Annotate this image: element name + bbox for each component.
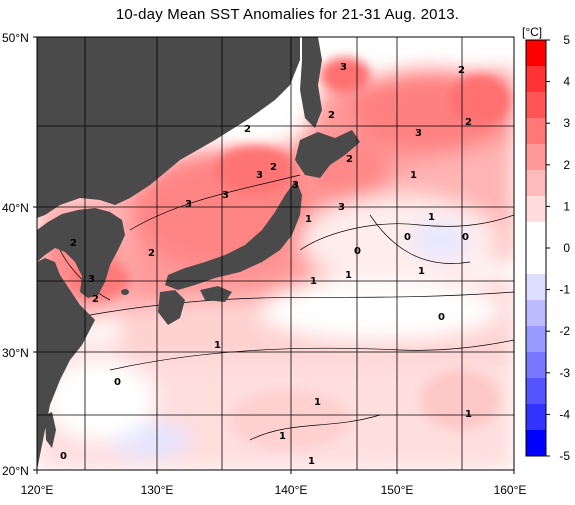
grid-lines	[37, 37, 514, 470]
lat-label-50n: 50°N	[2, 31, 29, 45]
lat-label-20n: 20°N	[2, 464, 29, 478]
colorbar-cell	[526, 170, 546, 197]
contour-label: 1	[428, 212, 435, 223]
contour-label: 3	[292, 180, 299, 191]
contour-label: 3	[415, 128, 422, 139]
contour-label: 1	[314, 397, 321, 408]
contour-label: 1	[279, 431, 286, 442]
contour-label: 2	[148, 248, 155, 259]
contour-label: 2	[70, 238, 77, 249]
asia-mainland	[37, 37, 300, 218]
colorbar-cell	[526, 66, 546, 93]
contour-label: 0	[354, 246, 361, 257]
lat-label-30n: 30°N	[2, 346, 29, 360]
colorbar-cell	[526, 326, 546, 353]
contour-label: 0	[438, 312, 445, 323]
colorbar-label: 5	[563, 33, 570, 47]
contour-label: 2	[465, 117, 472, 128]
contour-label: 3	[338, 202, 345, 213]
land-areas	[37, 37, 360, 470]
colorbar-label: -5	[559, 449, 570, 463]
contour-label: 0	[462, 232, 469, 243]
colorbar-label: 1	[563, 199, 570, 213]
tick-marks	[33, 36, 515, 474]
map-frame	[36, 36, 515, 471]
colorbar-label: 3	[563, 116, 570, 130]
contour-labels: 3 2 2 2 3 2 3 3 2 1 2 3 3 2 3 2 1 1 0 0 …	[60, 62, 472, 467]
small-island	[184, 125, 192, 131]
contour-label: 1	[410, 170, 417, 181]
contour-label: 0	[60, 451, 67, 462]
colorbar-cell	[526, 248, 546, 275]
contour-label: 3	[256, 170, 263, 181]
colorbar-label: 4	[563, 75, 570, 89]
shikoku	[200, 286, 232, 302]
contour-label: 2	[244, 124, 251, 135]
colorbar-cell	[526, 92, 546, 119]
colorbar-cell	[526, 404, 546, 431]
contour-label: 1	[308, 456, 315, 467]
lon-label-160e: 160°E	[494, 483, 527, 497]
colorbar-label: -1	[559, 283, 570, 297]
colorbar-cell	[526, 40, 546, 67]
contour-label: 2	[346, 154, 353, 165]
contour-label: 1	[214, 340, 221, 351]
contour-label: 3	[340, 62, 347, 73]
china-coast	[37, 258, 95, 470]
colorbar-cell	[526, 430, 546, 457]
colorbar-cell	[526, 300, 546, 327]
chart-title: 10-day Mean SST Anomalies for 21-31 Aug.…	[115, 6, 460, 23]
lat-label-40n: 40°N	[2, 201, 29, 215]
sakhalin	[300, 37, 322, 128]
contour-label: 2	[458, 65, 465, 76]
colorbar-cell	[526, 352, 546, 379]
colorbar-label: 2	[563, 158, 570, 172]
colorbar: [°C] 5 4 3 2 1 0 -1 -2 -3 -4 -5	[522, 25, 570, 463]
colorbar-label: -3	[559, 366, 570, 380]
contour-label: 2	[328, 110, 335, 121]
colorbar-label: -2	[559, 324, 570, 338]
colorbar-cell	[526, 378, 546, 405]
contour-label: 0	[114, 377, 121, 388]
colorbar-unit: [°C]	[522, 25, 542, 39]
contour-label: 2	[92, 294, 99, 305]
contour-lines	[37, 174, 514, 441]
lon-label-130e: 130°E	[141, 483, 174, 497]
lon-label-150e: 150°E	[381, 483, 414, 497]
contour-label: 3	[185, 199, 192, 210]
colorbar-label: 0	[563, 241, 570, 255]
contour-label: 3	[222, 190, 229, 201]
contour-label: 3	[88, 274, 95, 285]
colorbar-cell	[526, 118, 546, 145]
korea-coast	[37, 208, 125, 298]
contour-label: 1	[418, 266, 425, 277]
honshu	[165, 180, 302, 290]
lon-label-140e: 140°E	[275, 483, 308, 497]
taiwan	[45, 412, 56, 448]
lon-label-120e: 120°E	[21, 483, 54, 497]
contour-label: 1	[310, 276, 317, 287]
contour-label: 1	[465, 409, 472, 420]
hokkaido	[295, 130, 360, 178]
colorbar-cell	[526, 274, 546, 301]
contour-label: 2	[270, 162, 277, 173]
contour-label: 1	[345, 270, 352, 281]
map-area: 3 2 2 2 3 2 3 3 2 1 2 3 3 2 3 2 1 1 0 0 …	[37, 37, 514, 470]
colorbar-label: -4	[559, 407, 570, 421]
colorbar-cell	[526, 222, 546, 249]
contour-label: 0	[404, 232, 411, 243]
kyushu	[158, 290, 185, 325]
small-island	[121, 289, 129, 295]
colorbar-cell	[526, 144, 546, 171]
contour-label: 1	[305, 214, 312, 225]
colorbar-cell	[526, 196, 546, 223]
